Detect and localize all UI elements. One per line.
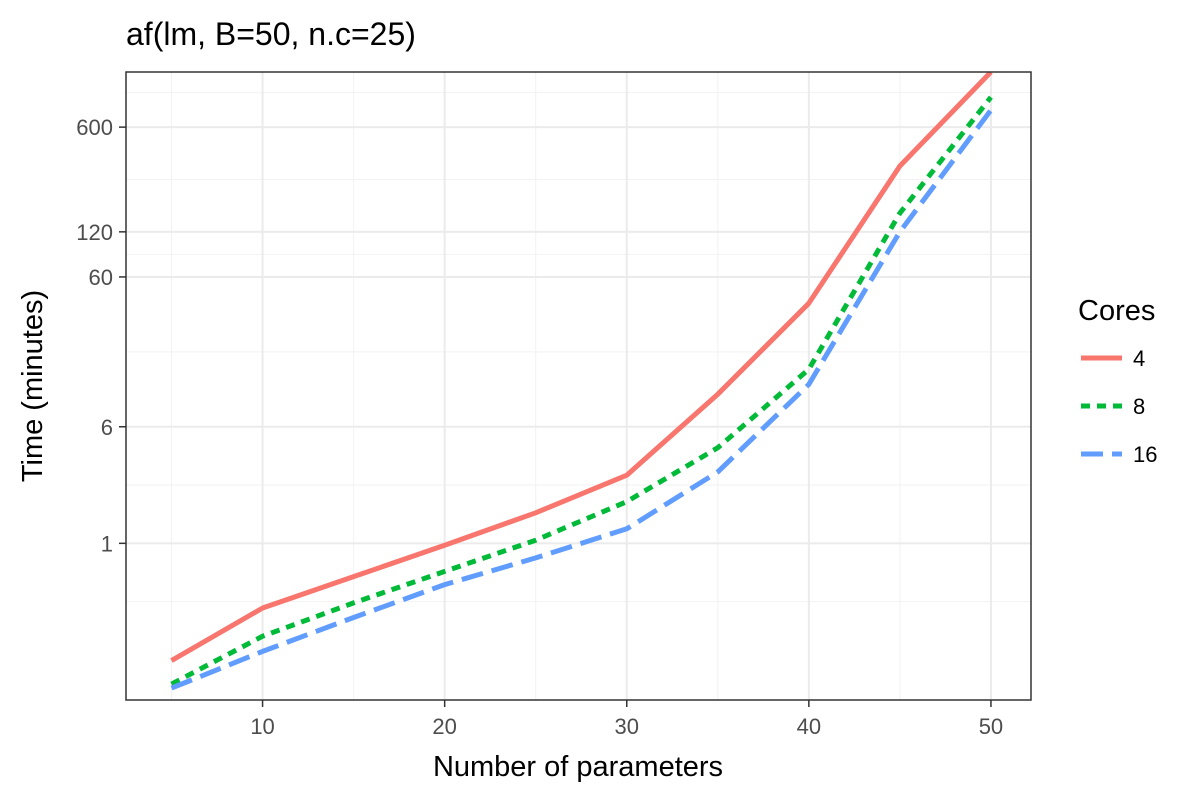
x-tick-label: 30 [615,714,639,739]
x-tick-label: 10 [250,714,274,739]
x-axis-title: Number of parameters [433,751,723,783]
axis-ticks: 10 20 30 40 50 1 6 60 120 600 [76,115,1003,739]
x-tick-label: 50 [979,714,1003,739]
y-axis-title: Time (minutes) [17,290,49,482]
y-tick-label: 6 [101,415,113,440]
series-lines [170,72,993,691]
grid [126,72,1031,700]
series-line-8 [170,95,993,687]
y-tick-label: 60 [89,265,113,290]
y-tick-label: 120 [76,220,113,245]
series-line-16 [170,108,993,691]
chart-title: af(lm, B=50, n.c=25) [126,16,416,52]
x-tick-label: 40 [797,714,821,739]
y-tick-label: 1 [101,531,113,556]
plot-panel [125,71,1032,701]
y-tick-label: 600 [76,115,113,140]
legend-label-16: 16 [1133,442,1157,467]
legend-label-4: 4 [1133,346,1145,371]
x-tick-label: 20 [432,714,456,739]
legend-title: Cores [1078,295,1155,327]
legend-label-8: 8 [1133,394,1145,419]
series-line-4 [170,72,993,663]
legend: Cores 4 8 16 [1078,295,1157,467]
